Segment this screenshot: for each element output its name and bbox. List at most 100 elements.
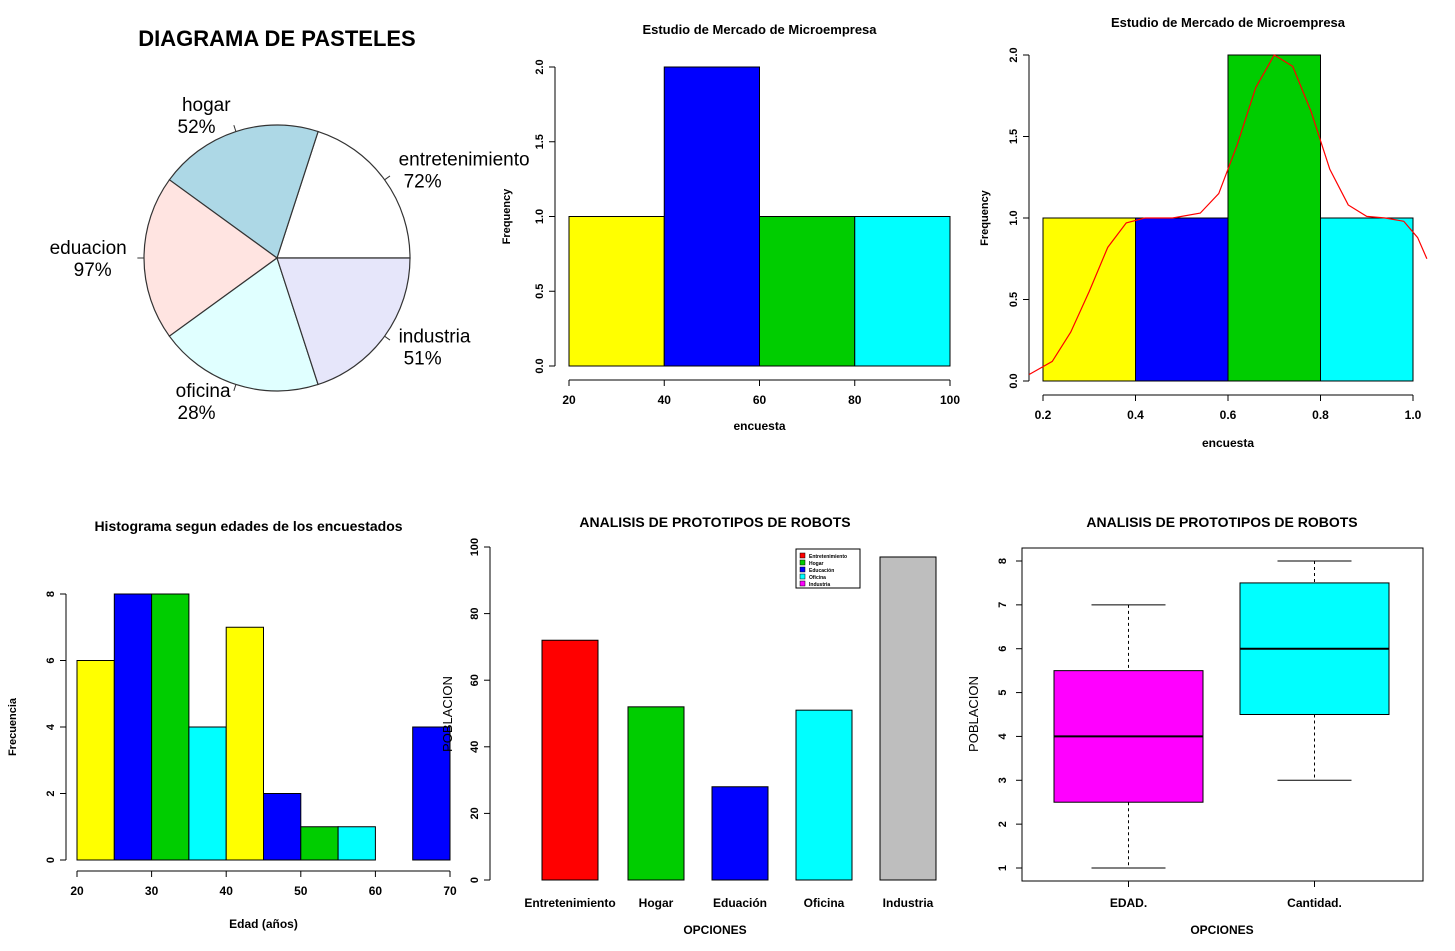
y-axis-label: Frecuencia	[7, 697, 19, 756]
x-tick-label: 50	[294, 884, 308, 898]
histogram-bar	[854, 216, 951, 367]
bar	[711, 786, 769, 881]
legend-box	[795, 548, 861, 589]
legend-label: Oficina	[809, 575, 826, 581]
legend-swatch	[799, 552, 806, 559]
y-axis-label: Frequency	[979, 189, 991, 246]
label-leader	[233, 384, 237, 391]
chart-title: Estudio de Mercado de Microempresa	[1111, 15, 1346, 30]
y-tick-label: 0	[45, 857, 57, 863]
histogram-3: Histograma segun edades de los encuestad…	[7, 518, 457, 931]
pie-slice	[168, 257, 319, 392]
histogram-bar	[663, 66, 760, 367]
legend-label: Industria	[809, 582, 830, 588]
chart-title: Histograma segun edades de los encuestad…	[94, 518, 402, 534]
y-tick-label: 1.0	[1008, 210, 1020, 225]
legend-label: Educación	[809, 568, 834, 574]
y-tick-label: 1	[997, 865, 1009, 871]
boxplot: ANALISIS DE PROTOTIPOS DE ROBOTS EDAD. Can…	[966, 514, 1424, 937]
x-axis-label: encuesta	[733, 419, 785, 433]
y-axis-label: POBLACION	[966, 676, 981, 752]
chart-title: DIAGRAMA DE PASTELES	[138, 26, 415, 51]
slice-label: oficina	[176, 381, 231, 402]
legend-swatch	[799, 566, 806, 573]
histogram-1: Estudio de Mercado de Microempresa 20 40 60…	[501, 22, 960, 433]
histogram-bar	[337, 826, 376, 861]
y-tick-label: 8	[45, 591, 57, 597]
y-tick-label: 80	[469, 607, 481, 619]
y-tick-label: 7	[997, 602, 1009, 608]
chart-title: ANALISIS DE PROTOTIPOS DE ROBOTS	[579, 514, 850, 530]
histogram-2: Estudio de Mercado de Microempresa 0.2 0.4…	[979, 15, 1428, 450]
bar	[627, 706, 685, 881]
bar	[795, 709, 853, 881]
y-tick-label: 100	[469, 538, 481, 556]
slice-label: entretenimiento	[399, 150, 530, 171]
x-tick-label: 0.6	[1220, 408, 1237, 422]
y-tick-label: 5	[997, 690, 1009, 696]
histogram-bar	[300, 826, 339, 861]
category-label: EDAD.	[1110, 896, 1147, 910]
x-tick-label: 0.2	[1035, 408, 1052, 422]
x-axis-label: OPCIONES	[683, 923, 746, 937]
y-tick-label: 0.5	[534, 284, 546, 299]
y-tick-label: 8	[997, 558, 1009, 564]
y-tick-label: 1.5	[1008, 129, 1020, 144]
x-tick-label: 60	[753, 393, 767, 407]
y-tick-label: 60	[469, 674, 481, 686]
x-axis-label: encuesta	[1202, 436, 1254, 450]
y-tick-label: 4	[45, 723, 57, 730]
y-axis-label: POBLACION	[440, 676, 455, 752]
chart-title: ANALISIS DE PROTOTIPOS DE ROBOTS	[1086, 514, 1357, 530]
y-tick-label: 0.0	[1008, 373, 1020, 388]
y-tick-label: 2	[45, 790, 57, 796]
x-tick-label: 30	[145, 884, 159, 898]
y-tick-label: 0.5	[1008, 292, 1020, 307]
legend-swatch	[799, 573, 806, 580]
category-label: Eduación	[713, 896, 767, 910]
legend-label: Entretenimiento	[809, 554, 847, 560]
y-tick-label: 40	[469, 741, 481, 753]
y-tick-label: 6	[45, 657, 57, 663]
histogram-bar	[263, 793, 302, 861]
category-label: Entretenimiento	[524, 896, 615, 910]
x-tick-label: 0.4	[1127, 408, 1144, 422]
slice-percent: 51%	[404, 348, 442, 369]
label-leader	[233, 125, 237, 132]
y-tick-label: 20	[469, 807, 481, 819]
x-tick-label: 70	[443, 884, 457, 898]
slice-percent: 52%	[178, 117, 216, 138]
x-tick-label: 0.8	[1312, 408, 1329, 422]
chart-title: Estudio de Mercado de Microempresa	[642, 22, 877, 37]
histogram-bar	[113, 593, 153, 861]
histogram-bar	[759, 216, 856, 367]
slice-label: industria	[399, 326, 471, 347]
slice-percent: 28%	[178, 403, 216, 424]
bar	[541, 639, 599, 881]
label-leader	[384, 335, 391, 341]
x-tick-label: 1.0	[1405, 408, 1422, 422]
histogram-bar	[568, 216, 665, 367]
histogram-bar	[1135, 217, 1229, 382]
label-leader	[384, 175, 391, 181]
pie-slice	[143, 178, 279, 338]
y-tick-label: 4	[997, 732, 1009, 739]
x-axis-label: Edad (años)	[229, 917, 298, 931]
x-tick-label: 100	[940, 393, 960, 407]
barplot: ANALISIS DE PROTOTIPOS DE ROBOTS Entreten…	[440, 514, 937, 937]
slice-percent: 72%	[404, 172, 442, 193]
histogram-bar	[151, 593, 190, 861]
x-tick-label: 60	[369, 884, 383, 898]
y-tick-label: 2	[997, 821, 1009, 827]
histogram-bar	[1320, 217, 1414, 382]
histogram-bar	[225, 626, 264, 861]
legend: EntretenimientoHogarEducaciónOficinaIndu…	[795, 548, 861, 589]
density-curve	[1028, 54, 1428, 376]
histogram-bar	[412, 726, 451, 861]
x-axis-label: OPCIONES	[1190, 923, 1253, 937]
legend-swatch	[799, 580, 806, 587]
legend-swatch	[799, 559, 806, 566]
x-tick-label: 20	[70, 884, 84, 898]
